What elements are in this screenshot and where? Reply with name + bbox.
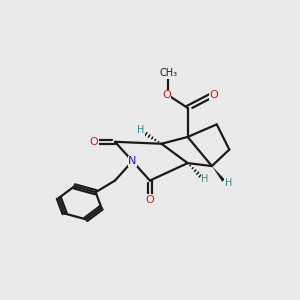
Text: H: H (225, 178, 232, 188)
Polygon shape (212, 166, 225, 182)
Text: H: H (201, 174, 209, 184)
Text: O: O (209, 90, 218, 100)
Text: O: O (146, 195, 154, 205)
Text: N: N (128, 156, 136, 166)
Text: O: O (162, 90, 171, 100)
Text: O: O (89, 137, 98, 147)
Text: H: H (137, 125, 145, 135)
Text: CH₃: CH₃ (159, 68, 177, 78)
